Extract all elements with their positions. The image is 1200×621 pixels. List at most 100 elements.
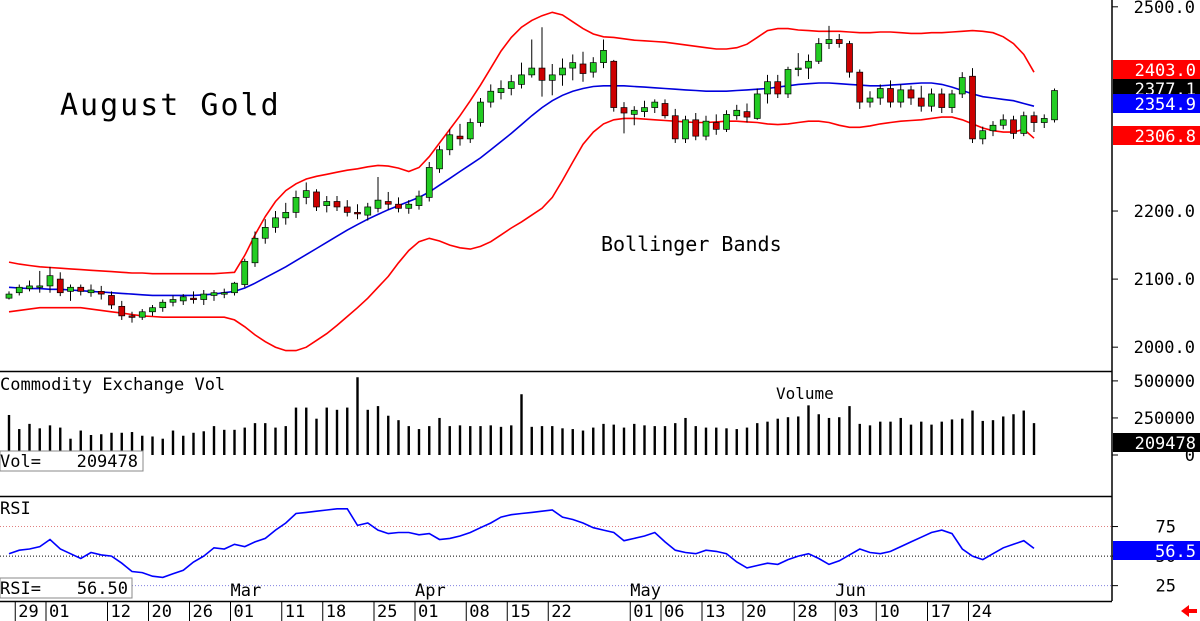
date-label: 25 [377,602,397,621]
date-label: 01 [49,602,69,621]
price-badge [1113,94,1200,113]
month-label: Jun [835,581,866,601]
candle-body [753,93,761,119]
month-label: Apr [415,581,446,601]
candle-body [579,63,587,74]
candle-body [641,107,648,112]
candle-body [292,197,300,213]
candle-body [917,97,925,107]
rsi-readout-value: 56.50 [77,579,128,599]
volume-readout-box [0,450,144,472]
candle-body [67,286,74,292]
date-label: 18 [326,602,346,621]
candle-body [477,101,484,123]
rsi-badge-value: 56.5 [1155,542,1196,562]
candle-body [589,62,597,73]
candle-body [630,109,638,115]
candle-body [5,293,13,299]
candle-body [323,201,331,206]
candle-body [220,292,228,295]
candle-body [436,149,443,170]
candle-body [528,67,536,76]
volume-bars [7,377,1036,455]
volume-badge-value: 209478 [1135,434,1196,454]
rsi-readout-label: RSI= [0,579,41,599]
candle-body [682,119,689,140]
candle-body [692,119,700,137]
candle-body [313,191,320,208]
candle-body [456,135,464,140]
candle-body [374,199,382,209]
candle-body [149,307,156,313]
volume-annotation: Volume [776,384,834,403]
candle-body [518,74,525,85]
candle-body [825,39,833,44]
candle-body [815,43,823,62]
rsi-badge [1113,541,1200,560]
candle-body [774,81,782,95]
candle-body [846,43,853,73]
month-label: May [630,581,661,601]
candle-body [507,81,515,89]
price-badge-value: 2354.9 [1135,95,1196,115]
candle-body [272,217,279,228]
candle-body [938,93,946,108]
candle-body [231,282,238,294]
month-label: Mar [231,581,262,601]
candle-body [999,119,1007,126]
candle-body [805,60,812,69]
candle-body [907,89,915,99]
candle-body [108,295,115,306]
date-label: 06 [664,602,684,621]
candle-body [415,195,423,206]
candle-body [1051,90,1058,121]
candle-body [887,88,894,103]
candle-body [128,315,136,318]
candle-body [671,115,679,140]
candle-body [487,90,495,103]
candle-body [241,261,249,285]
price-badge [1113,60,1200,79]
date-label: 20 [746,602,766,621]
candle-body [36,285,44,288]
candle-body [1010,119,1017,134]
candle-body [118,305,126,317]
rsi-panel-label: RSI [0,499,31,519]
date-label: 20 [152,602,172,621]
candle-body [364,206,372,216]
candle-body [610,60,618,108]
candle-body [794,67,802,70]
chart-title: August Gold [60,88,281,123]
candle-body [302,190,310,198]
candle-body [251,237,259,264]
candle-body [538,67,546,81]
candle-body [200,293,208,300]
candle-body [712,122,720,130]
lower-bollinger-band [8,116,1035,352]
candle-body [569,62,577,69]
candle-body [26,285,33,289]
scroll-left-arrow-icon [1181,605,1197,617]
date-label: 11 [285,602,305,621]
date-label: 08 [469,602,489,621]
candle-body [784,69,792,95]
candle-body [1020,115,1028,134]
candle-body [333,201,341,208]
candle-body [159,301,167,309]
date-label: 01 [234,602,254,621]
candle-body [87,289,95,294]
candle-body [600,50,607,63]
date-label: 10 [879,602,899,621]
price-tick-label: 2000.0 [1134,338,1195,358]
candle-body [97,291,105,295]
candle-body [928,93,935,107]
candle-body [77,286,85,292]
date-label: 29 [18,602,38,621]
volume-tick-label: 0 [1185,446,1195,466]
candle-body [210,292,218,296]
date-label: 28 [797,602,817,621]
candle-body [661,103,669,117]
candle-body [948,93,956,108]
candle-body [620,107,628,114]
